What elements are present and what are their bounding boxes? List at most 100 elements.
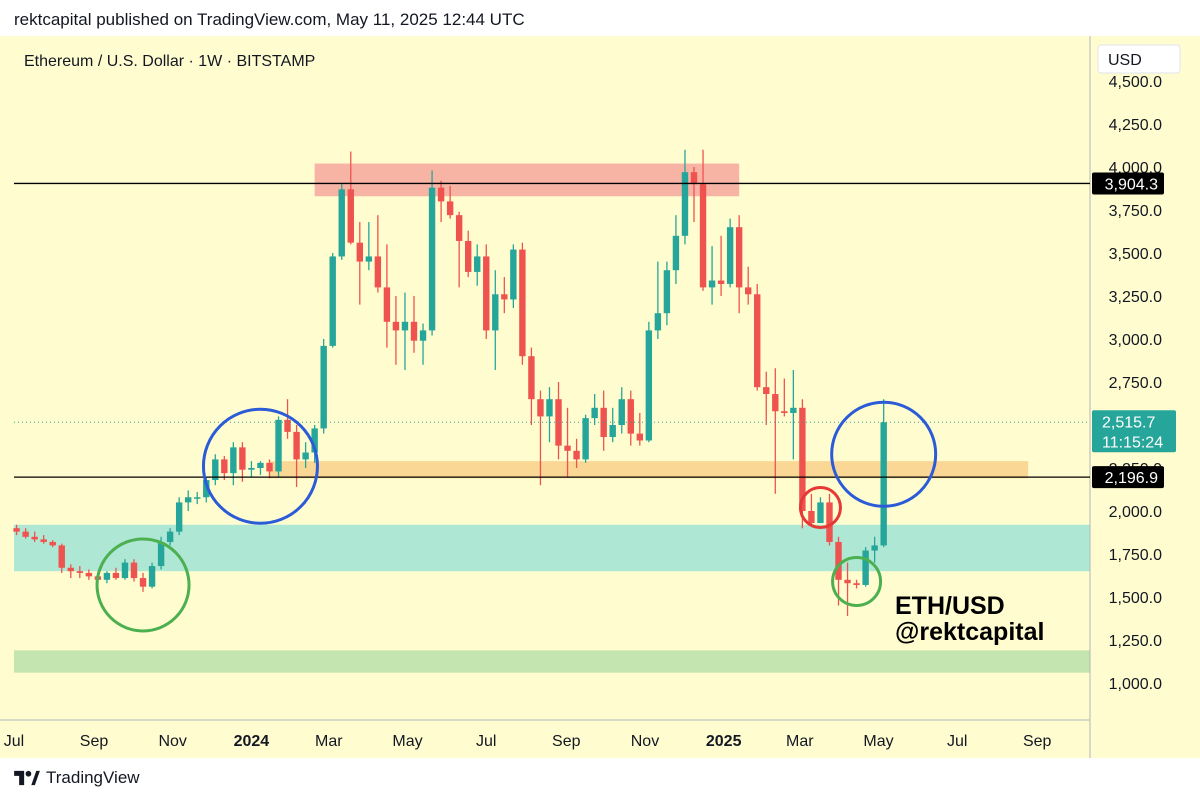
candle: [266, 459, 273, 479]
candle: [790, 369, 797, 460]
candle: [184, 490, 192, 511]
candle-body: [546, 399, 553, 417]
candle: [419, 323, 427, 365]
candle: [528, 347, 535, 425]
resistance-tag-label: 3,904.3: [1105, 176, 1158, 193]
y-tick-label: 3,250.0: [1109, 289, 1162, 306]
candle: [320, 339, 327, 434]
candle-body: [356, 242, 364, 262]
candle-body: [329, 256, 336, 346]
candle-body: [392, 321, 400, 331]
candle: [672, 215, 680, 284]
candle-body: [203, 480, 210, 498]
candle: [763, 371, 770, 425]
candle-body: [166, 531, 174, 542]
candle-body: [636, 433, 644, 441]
candle-body: [112, 572, 120, 579]
candle: [474, 244, 481, 286]
candle-body: [230, 447, 237, 474]
candle-body: [600, 407, 607, 438]
candle-body: [365, 256, 373, 262]
candle-body: [76, 571, 84, 573]
candle: [464, 230, 472, 278]
x-tick-label: Jul: [4, 733, 24, 750]
candle-body: [880, 422, 887, 546]
candle-body: [483, 256, 490, 331]
candle-body: [148, 566, 156, 587]
candle-body: [302, 452, 309, 460]
candle-body: [690, 172, 698, 185]
candle-body: [726, 227, 734, 284]
candle-body: [826, 502, 833, 542]
candle-body: [627, 399, 634, 434]
candle: [67, 564, 74, 579]
candle-body: [591, 407, 598, 419]
x-tick-label: Mar: [786, 733, 814, 750]
candle-body: [699, 184, 707, 288]
candle-body: [808, 511, 815, 524]
candle: [627, 390, 634, 446]
candle-body: [672, 235, 680, 271]
candle-body: [763, 387, 770, 395]
candle: [799, 399, 806, 529]
candle: [654, 261, 662, 339]
candle: [835, 536, 842, 606]
candle-body: [419, 330, 427, 341]
watermark-handle: @rektcapital: [895, 618, 1044, 646]
y-tick-label: 1,250.0: [1109, 633, 1162, 650]
candle-body: [221, 459, 228, 474]
candle: [248, 461, 255, 477]
candle-body: [464, 240, 472, 272]
candle: [302, 442, 309, 468]
candle: [13, 524, 20, 536]
candle-body: [383, 287, 391, 322]
candle: [781, 378, 788, 417]
labels-layer: Ethereum / U.S. Dollar · 1W · BITSTAMP ET…: [24, 44, 1181, 646]
candle: [681, 149, 689, 245]
candle: [537, 390, 544, 486]
y-tick-label: 3,000.0: [1109, 332, 1162, 349]
candle-body: [275, 419, 282, 472]
candle-body: [40, 539, 47, 542]
candle-body: [85, 572, 93, 577]
candle: [726, 218, 734, 288]
candle: [139, 572, 147, 592]
candle-body: [618, 399, 625, 425]
candle: [501, 277, 508, 314]
candle: [510, 244, 517, 309]
y-tick-label: 1,000.0: [1109, 676, 1162, 693]
candle: [148, 562, 156, 589]
candle: [410, 296, 418, 353]
candle: [212, 454, 219, 486]
x-tick-label: Sep: [1023, 733, 1052, 750]
candle: [347, 151, 354, 245]
candle-body: [609, 425, 616, 438]
candle: [853, 579, 860, 589]
candle: [121, 559, 129, 580]
candle: [175, 497, 183, 536]
candle: [717, 235, 725, 296]
candle-body: [184, 497, 192, 503]
candle: [392, 296, 400, 365]
currency-box[interactable]: [1097, 44, 1181, 74]
chart-background: [0, 36, 1200, 758]
candle-body: [799, 407, 806, 511]
currency-label: USD: [1108, 52, 1142, 69]
current-price-label: 2,515.7: [1102, 414, 1155, 431]
candle: [483, 244, 490, 339]
candle: [166, 528, 174, 546]
highlight-circle: [201, 407, 319, 525]
candle-body: [573, 450, 580, 460]
candle: [40, 535, 47, 544]
candle-body: [871, 545, 878, 551]
candle-body: [681, 172, 689, 236]
candle-body: [67, 567, 74, 572]
candle: [862, 547, 869, 587]
candle-body: [401, 321, 409, 331]
watermark-pair: ETH/USD: [895, 592, 1005, 620]
candle-body: [130, 562, 138, 579]
candle-body: [293, 431, 300, 460]
candle: [130, 559, 138, 582]
candle: [618, 387, 625, 434]
